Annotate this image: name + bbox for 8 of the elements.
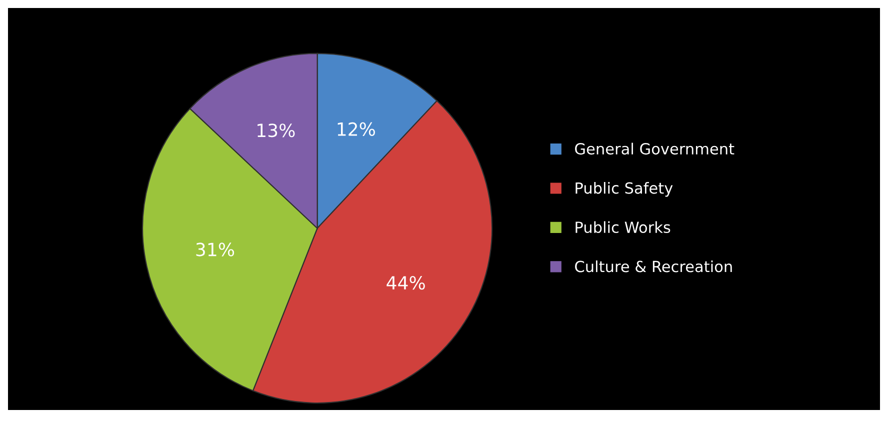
data-label: 44% xyxy=(386,276,425,290)
data-label: 12% xyxy=(338,122,375,136)
data-label: 31% xyxy=(196,242,234,256)
legend-label: Culture & Recreation xyxy=(575,260,732,272)
legend-label: Public Works xyxy=(576,221,670,234)
legend-label: General Government xyxy=(575,142,734,155)
legend-label: Public Safety xyxy=(576,182,673,197)
data-label: 13% xyxy=(258,124,295,138)
